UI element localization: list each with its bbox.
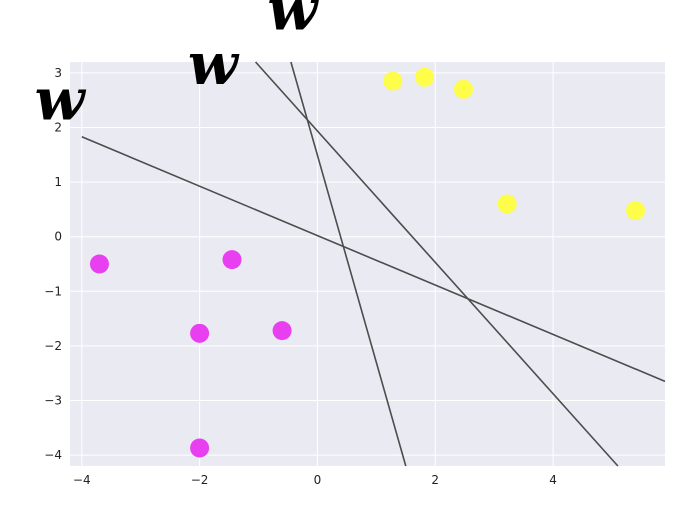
x-tick-label: 4 — [549, 473, 557, 487]
y-tick-label: 3 — [54, 66, 62, 80]
data-point-class-2 — [626, 200, 646, 220]
y-tick-label: 2 — [54, 121, 62, 135]
w-label-2: w — [188, 30, 240, 98]
data-point-class-1 — [272, 321, 292, 341]
plot-background — [70, 62, 665, 466]
data-point-class-1 — [89, 254, 109, 274]
separating-line-3 — [290, 61, 407, 467]
x-tick-label: −4 — [73, 473, 91, 487]
data-point-class-2 — [415, 67, 435, 87]
grid — [70, 62, 665, 466]
data-point-class-1 — [222, 250, 242, 270]
data-point-class-2 — [383, 71, 403, 91]
y-tick-label: −3 — [44, 393, 62, 407]
separating-lines — [81, 61, 666, 467]
y-axis: −4 −3 −2 −1 0 1 2 3 — [44, 66, 62, 462]
w-label-3: w — [267, 0, 319, 43]
y-tick-label: 0 — [54, 230, 62, 244]
y-tick-label: 1 — [54, 175, 62, 189]
annotations: www — [35, 0, 320, 133]
separating-line-1 — [81, 136, 666, 383]
y-tick-label: −2 — [44, 339, 62, 353]
w-label-1: w — [35, 65, 87, 133]
data-point-class-1 — [190, 438, 210, 458]
x-tick-label: 0 — [314, 473, 322, 487]
y-tick-label: −1 — [44, 284, 62, 298]
x-tick-label: 2 — [431, 473, 439, 487]
separating-line-2 — [254, 61, 619, 467]
y-tick-label: −4 — [44, 448, 62, 462]
data-point-class-2 — [454, 79, 474, 99]
x-tick-label: −2 — [191, 473, 209, 487]
data-points — [89, 67, 646, 458]
x-axis: −4 −2 0 2 4 — [73, 473, 557, 487]
data-point-class-1 — [190, 323, 210, 343]
data-point-class-2 — [497, 194, 517, 214]
